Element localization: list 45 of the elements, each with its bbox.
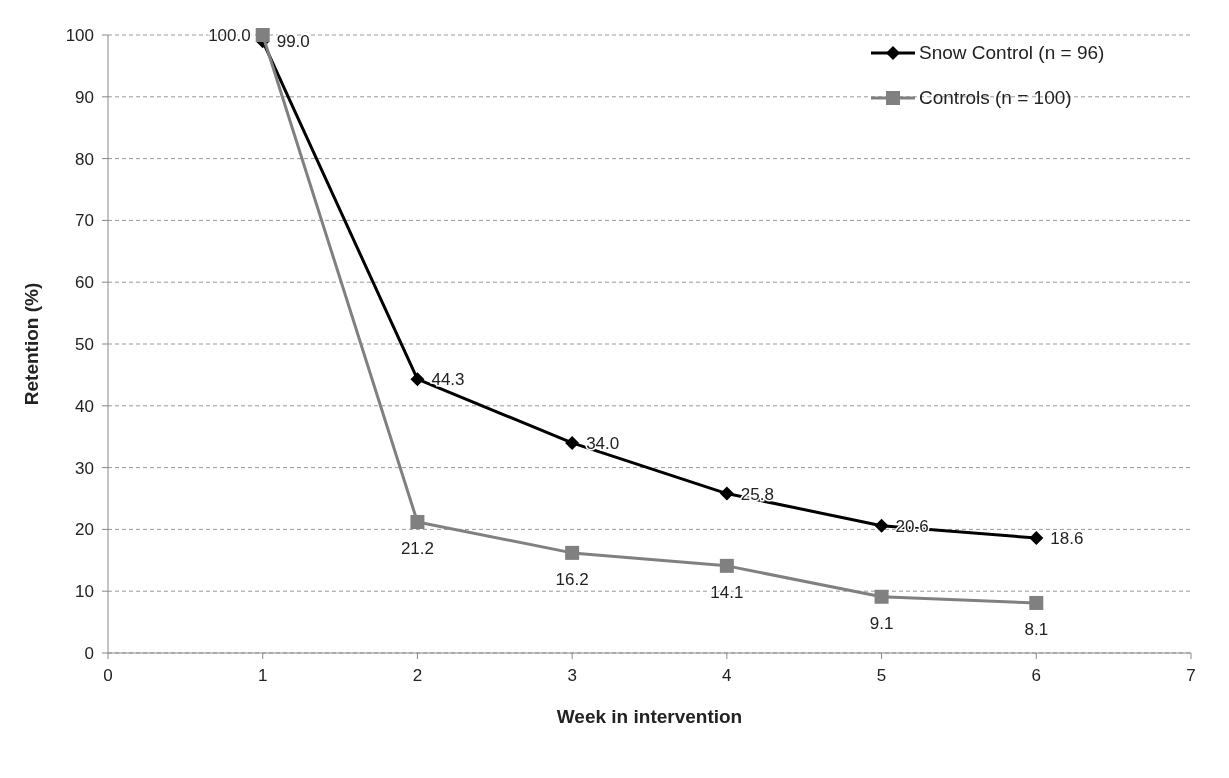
x-tick-label: 1 — [257, 666, 268, 685]
point — [410, 514, 425, 529]
legend-label: Controls (n = 100) — [919, 87, 1072, 108]
y-tick-label: 70 — [75, 211, 94, 231]
data-label: 18.6 — [1050, 529, 1084, 549]
x-tick-label: 6 — [1031, 666, 1042, 685]
y-tick-label: 0 — [84, 644, 94, 663]
y-tick-label: 40 — [75, 396, 94, 416]
y-tick-label: 80 — [75, 149, 94, 169]
x-tick-label: 2 — [412, 666, 423, 685]
point — [565, 435, 580, 450]
legend-label: Snow Control (n = 96) — [919, 42, 1105, 63]
data-label: 25.8 — [740, 484, 774, 504]
y-tick-label: 20 — [75, 520, 94, 540]
data-label: 44.3 — [431, 370, 465, 390]
data-label: 34.0 — [586, 433, 620, 453]
point — [1029, 531, 1044, 546]
point — [719, 486, 734, 501]
y-axis-title: Retention (%) — [21, 282, 42, 406]
y-tick-label: 50 — [75, 335, 94, 354]
x-tick-label: 4 — [722, 666, 732, 685]
data-label: 99.0 — [276, 32, 310, 52]
y-tick-label: 60 — [75, 273, 94, 293]
x-tick-label: 7 — [1186, 666, 1196, 685]
point — [874, 589, 889, 604]
point — [410, 372, 425, 387]
point — [1029, 595, 1044, 610]
data-label: 9.1 — [869, 613, 894, 633]
y-tick-label: 100 — [65, 26, 94, 45]
data-label: 14.1 — [710, 582, 744, 602]
point — [255, 28, 270, 42]
x-tick-label: 0 — [103, 666, 113, 685]
data-label: 16.2 — [555, 569, 589, 589]
x-axis-title: Week in intervention — [556, 706, 743, 727]
x-tick-label: 3 — [567, 666, 577, 685]
y-tick-label: 90 — [75, 87, 94, 107]
data-label: 100.0 — [208, 26, 251, 45]
point — [719, 558, 734, 573]
data-label: 21.2 — [400, 538, 434, 558]
y-tick-label: 10 — [75, 582, 94, 602]
point — [565, 545, 580, 560]
point — [874, 518, 889, 533]
data-label: 8.1 — [1024, 619, 1049, 639]
x-tick-label: 5 — [876, 666, 887, 685]
y-tick-label: 30 — [75, 458, 94, 478]
